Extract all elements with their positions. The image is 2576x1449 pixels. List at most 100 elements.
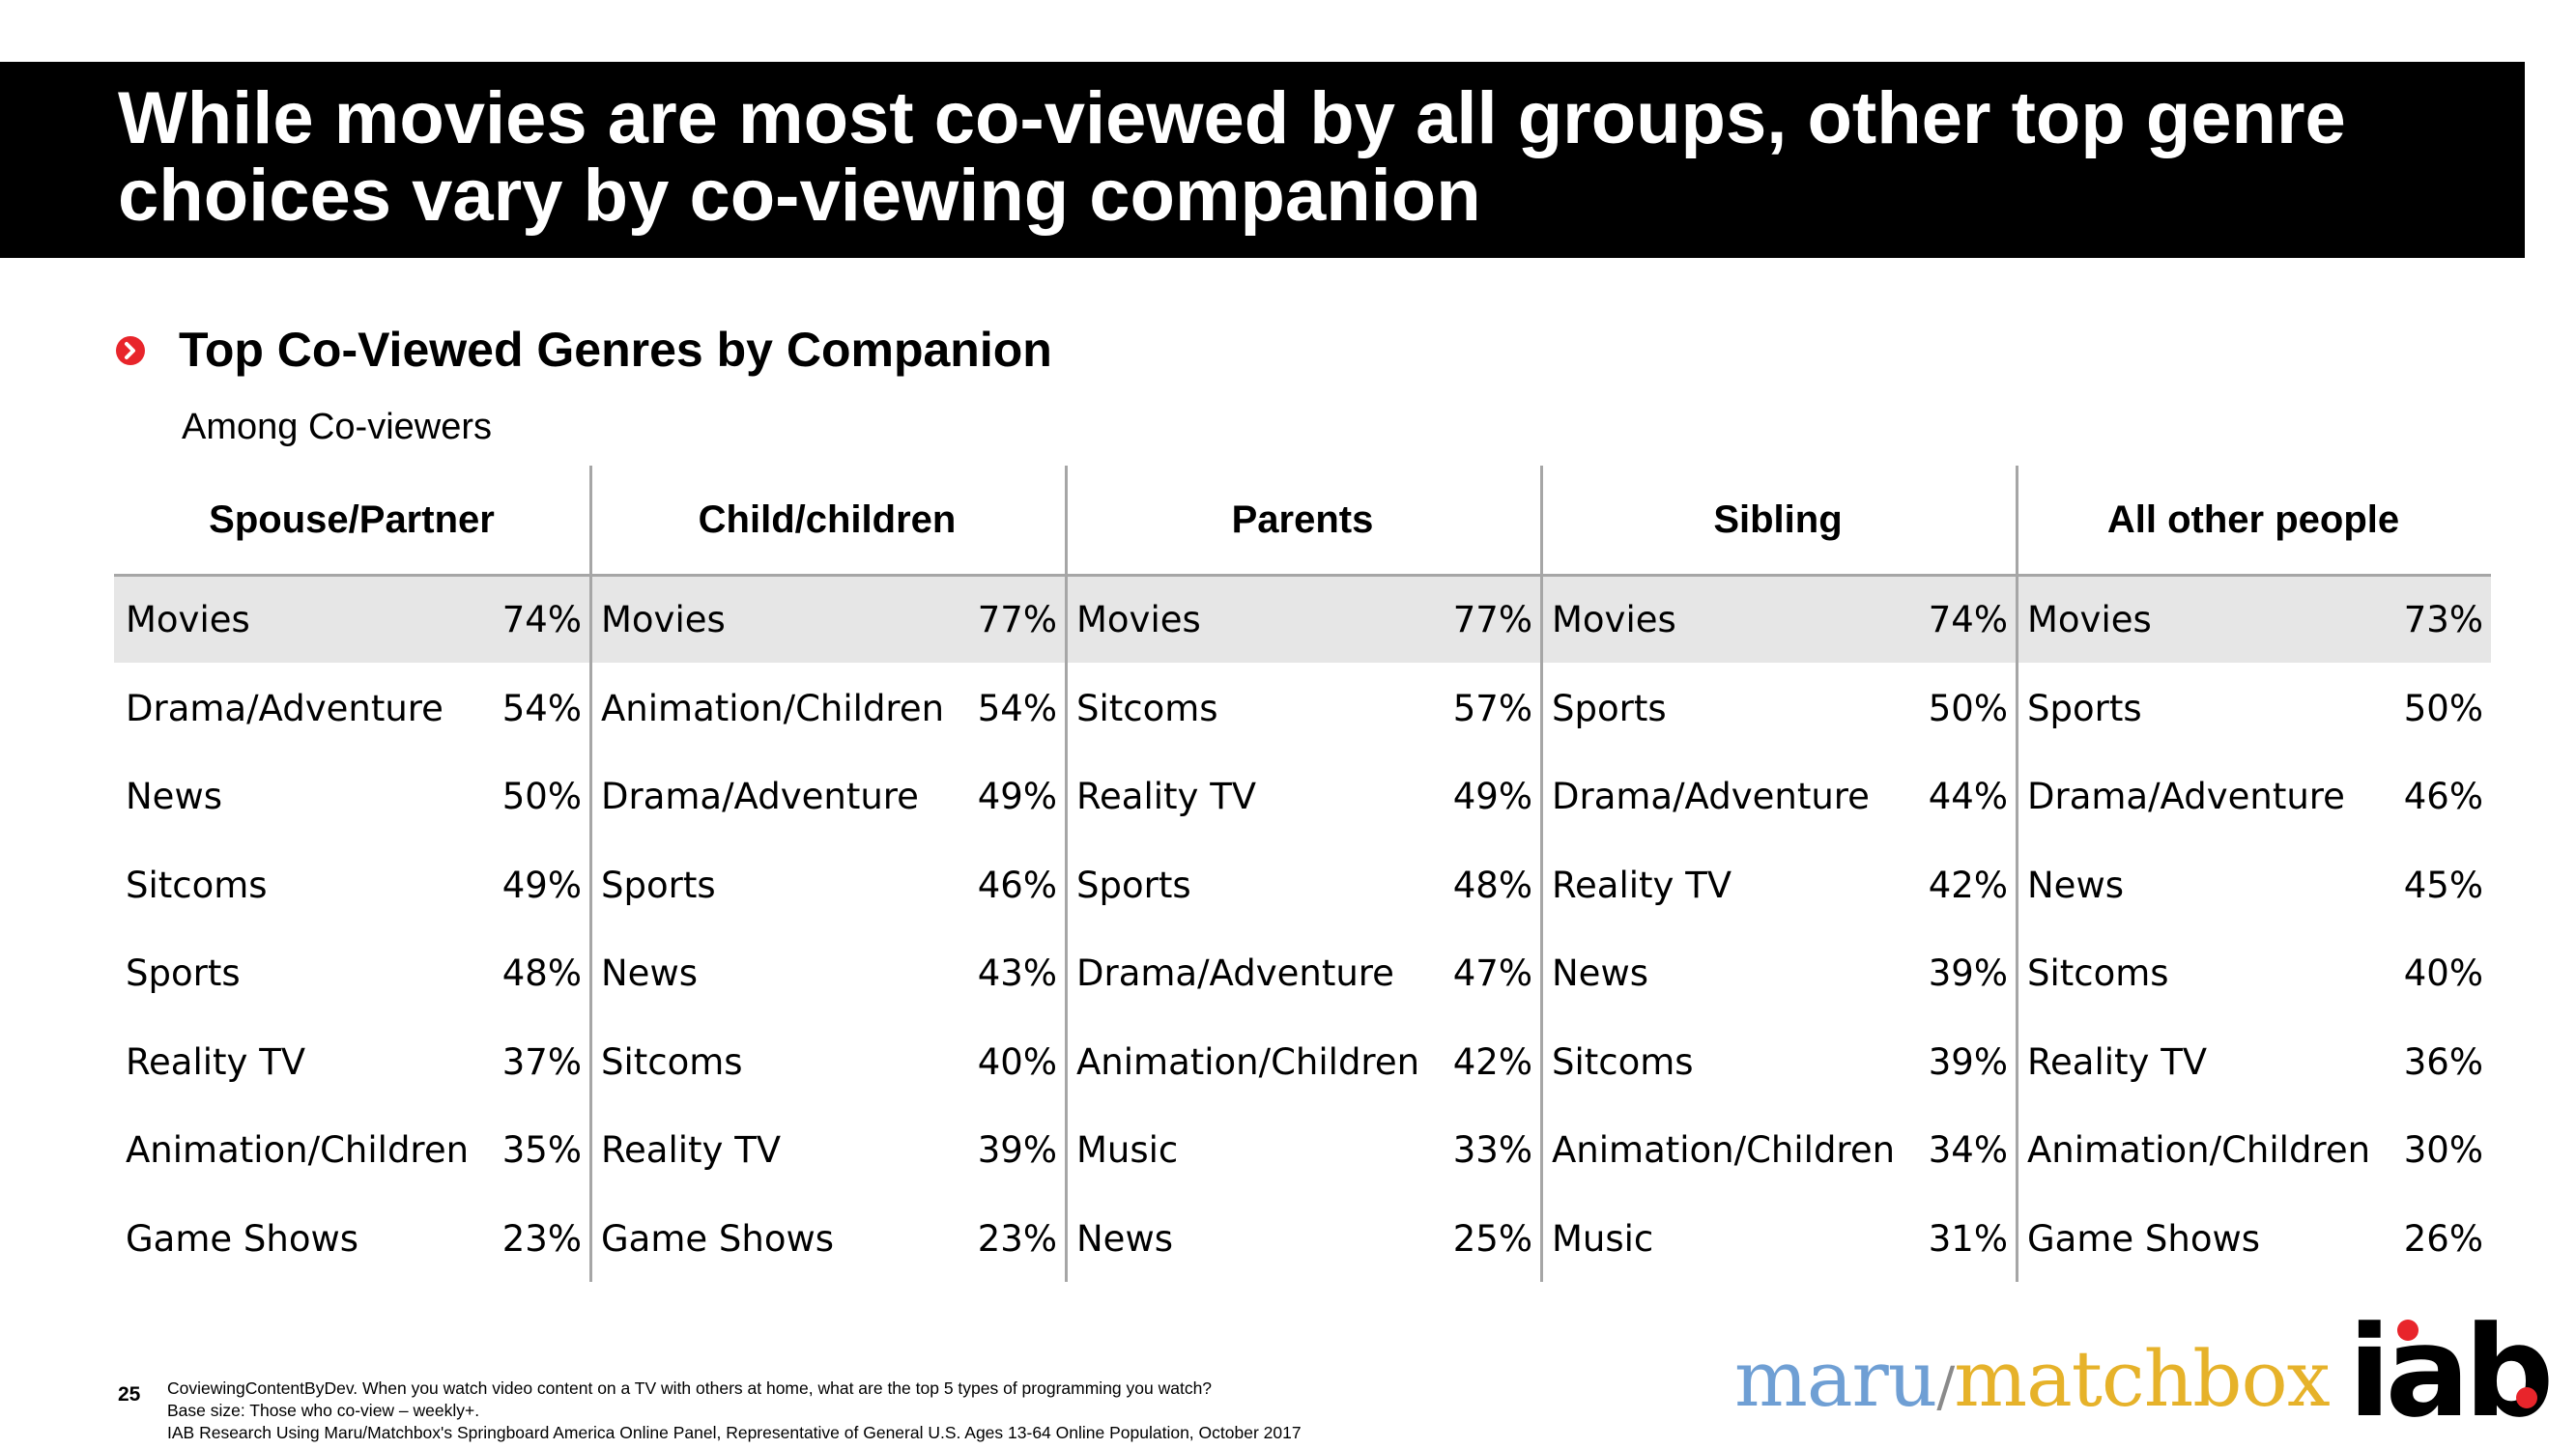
footnote-line-1: CoviewingContentByDev. When you watch vi… <box>167 1378 1213 1398</box>
percent-cell: 33% <box>1452 1129 1532 1171</box>
genre-cell: Animation/Children <box>1076 1040 1420 1083</box>
genre-cell: Drama/Adventure <box>2027 776 2345 817</box>
logo-matchbox-text: matchbox <box>1954 1334 2331 1424</box>
genre-cell: News <box>601 952 698 994</box>
genre-cell: Animation/Children <box>1552 1129 1896 1171</box>
percent-cell: 46% <box>2403 776 2483 817</box>
percent-cell: 50% <box>2403 687 2483 729</box>
column-divider <box>589 466 592 1282</box>
percent-cell: 49% <box>977 776 1057 817</box>
logo-slash-text: / <box>1936 1356 1955 1419</box>
genre-cell: Sports <box>2027 687 2142 729</box>
percent-cell: 25% <box>1452 1217 1532 1260</box>
genre-cell: News <box>2027 864 2124 906</box>
genre-cell: Game Shows <box>126 1217 359 1260</box>
column-divider <box>2016 466 2018 1282</box>
percent-cell: 45% <box>2403 864 2483 906</box>
iab-logo-period-icon <box>2516 1387 2537 1408</box>
genre-cell: Drama/Adventure <box>1076 952 1394 994</box>
title-line-2: choices vary by co-viewing companion <box>118 155 1481 237</box>
percent-cell: 49% <box>501 864 582 906</box>
percent-cell: 40% <box>2403 952 2483 994</box>
maru-matchbox-logo: maru/matchbox <box>1734 1331 2331 1436</box>
column-header: Parents <box>1231 497 1374 541</box>
footnote-line-3: IAB Research Using Maru/Matchbox's Sprin… <box>167 1423 1302 1442</box>
percent-cell: 23% <box>501 1217 582 1260</box>
percent-cell: 31% <box>1928 1217 2008 1260</box>
genre-cell: Movies <box>1076 599 1201 640</box>
base-note: Among Co-viewers <box>182 407 492 447</box>
percent-cell: 35% <box>501 1129 582 1171</box>
genre-cell: Reality TV <box>1552 864 1732 906</box>
percent-cell: 48% <box>501 952 582 994</box>
genre-cell: Movies <box>2027 599 2152 640</box>
percent-cell: 50% <box>1928 687 2008 729</box>
genre-cell: Drama/Adventure <box>126 687 444 729</box>
genre-cell: Sports <box>126 952 241 994</box>
genre-cell: Sports <box>1076 864 1191 906</box>
column-header: Spouse/Partner <box>209 497 495 541</box>
column-divider <box>1540 466 1543 1282</box>
genre-cell: Sitcoms <box>2027 952 2169 994</box>
percent-cell: 42% <box>1452 1040 1532 1083</box>
percent-cell: 49% <box>1452 776 1532 817</box>
genre-cell: Animation/Children <box>126 1129 470 1171</box>
genre-cell: Music <box>1076 1129 1179 1171</box>
genre-cell: Sitcoms <box>1552 1040 1694 1083</box>
percent-cell: 39% <box>977 1129 1057 1171</box>
genre-cell: News <box>1076 1217 1173 1260</box>
genre-cell: Sitcoms <box>1076 687 1218 729</box>
bullet-chevron-icon <box>116 336 145 365</box>
percent-cell: 39% <box>1928 1040 2008 1083</box>
header-divider <box>114 574 2491 577</box>
logo-maru-text: maru <box>1734 1334 1937 1424</box>
percent-cell: 48% <box>1452 864 1532 906</box>
percent-cell: 54% <box>977 687 1057 729</box>
percent-cell: 34% <box>1928 1129 2008 1171</box>
genre-cell: Sports <box>1552 687 1667 729</box>
percent-cell: 43% <box>977 952 1057 994</box>
genre-cell: Game Shows <box>2027 1217 2261 1260</box>
percent-cell: 73% <box>2403 599 2483 640</box>
genre-cell: Drama/Adventure <box>601 776 919 817</box>
genre-cell: Reality TV <box>601 1129 782 1171</box>
column-header: All other people <box>2106 497 2400 541</box>
title-line-1: While movies are most co-viewed by all g… <box>118 77 2346 159</box>
percent-cell: 36% <box>2403 1040 2483 1083</box>
percent-cell: 26% <box>2403 1217 2483 1260</box>
percent-cell: 50% <box>501 776 582 817</box>
genre-cell: Drama/Adventure <box>1552 776 1870 817</box>
genre-cell: News <box>1552 952 1648 994</box>
column-header: Child/children <box>698 497 957 541</box>
percent-cell: 44% <box>1928 776 2008 817</box>
genre-cell: News <box>126 776 222 817</box>
iab-logo: iab <box>2348 1304 2554 1439</box>
genre-cell: Reality TV <box>2027 1040 2208 1083</box>
percent-cell: 39% <box>1928 952 2008 994</box>
iab-logo-dot-icon <box>2397 1320 2419 1341</box>
logo-iab-text: iab <box>2348 1298 2554 1445</box>
title-bar: While movies are most co-viewed by all g… <box>0 62 2525 258</box>
highlight-row-band <box>114 577 2491 663</box>
column-header: Sibling <box>1713 497 1843 541</box>
genre-cell: Animation/Children <box>601 687 945 729</box>
genre-cell: Reality TV <box>126 1040 306 1083</box>
percent-cell: 40% <box>977 1040 1057 1083</box>
genre-table: Spouse/Partner Movies 74% Drama/Adventure 54… <box>114 466 2491 1282</box>
column-divider <box>1065 466 1068 1282</box>
genre-cell: Movies <box>126 599 250 640</box>
genre-cell: Music <box>1552 1217 1654 1260</box>
percent-cell: 47% <box>1452 952 1532 994</box>
percent-cell: 46% <box>977 864 1057 906</box>
genre-cell: Sports <box>601 864 716 906</box>
percent-cell: 42% <box>1928 864 2008 906</box>
genre-cell: Movies <box>601 599 726 640</box>
page-number: 25 <box>118 1383 141 1406</box>
percent-cell: 77% <box>977 599 1057 640</box>
genre-cell: Sitcoms <box>126 864 268 906</box>
genre-cell: Reality TV <box>1076 776 1257 817</box>
percent-cell: 74% <box>501 599 582 640</box>
percent-cell: 37% <box>501 1040 582 1083</box>
genre-cell: Movies <box>1552 599 1676 640</box>
percent-cell: 30% <box>2403 1129 2483 1171</box>
